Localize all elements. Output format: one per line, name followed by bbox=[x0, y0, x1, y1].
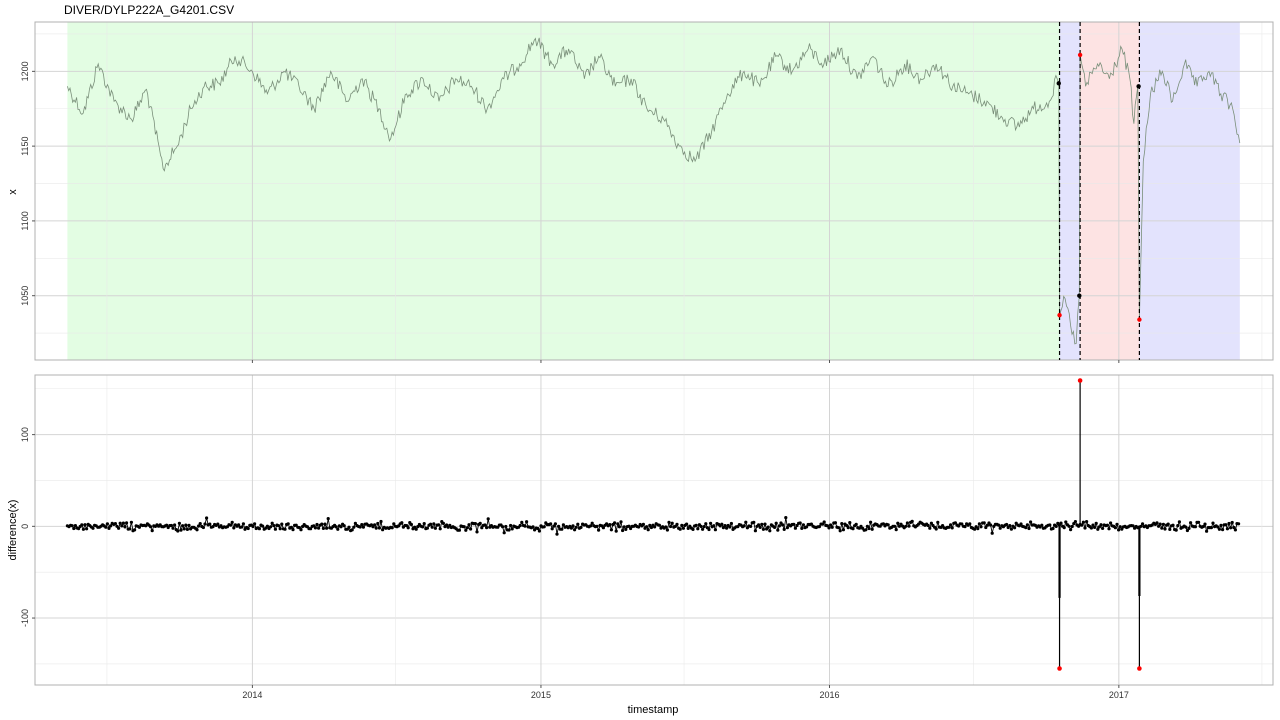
y-tick-label: 1150 bbox=[20, 136, 30, 155]
spike-point-0 bbox=[1057, 666, 1062, 671]
y-tick-label: 0 bbox=[20, 524, 30, 529]
plot-area bbox=[67, 22, 1241, 360]
segment-band-0 bbox=[67, 22, 1060, 360]
difference-line bbox=[67, 517, 1239, 535]
y-tick-label: 1050 bbox=[20, 286, 30, 306]
y-tick-label: -100 bbox=[20, 609, 30, 627]
chart-title: DIVER/DYLP222A_G4201.CSV bbox=[64, 3, 234, 17]
x-tick-label: 2016 bbox=[819, 690, 839, 700]
highlight-point-1 bbox=[1057, 312, 1062, 318]
spike-point-2 bbox=[1137, 666, 1142, 671]
x-tick-label: 2015 bbox=[531, 690, 551, 700]
x-tick-label: 2014 bbox=[242, 690, 262, 700]
highlight-point-5 bbox=[1137, 317, 1142, 322]
highlight-point-2 bbox=[1077, 293, 1082, 298]
segment-band-2 bbox=[1080, 22, 1140, 360]
x-tick-label: 2017 bbox=[1109, 690, 1129, 700]
plot-area bbox=[65, 378, 1241, 671]
spike-point-1 bbox=[1077, 378, 1083, 383]
series-line-0 bbox=[67, 37, 1241, 345]
panel-border bbox=[34, 21, 1274, 361]
y-tick-label: 100 bbox=[20, 427, 30, 442]
highlight-point-3 bbox=[1077, 52, 1083, 58]
top-panel: 1050 1100 1150 1200 bbox=[20, 21, 1274, 363]
gridlines bbox=[35, 22, 1273, 360]
y-tick-label: 1100 bbox=[20, 211, 30, 230]
highlight-point-0 bbox=[1056, 81, 1061, 86]
plot-background bbox=[35, 375, 1273, 685]
x-axis-label: timestamp bbox=[628, 704, 679, 716]
bottom-panel: -100 0 100 2014 2015 2016 2017 bbox=[20, 374, 1274, 700]
bottom-y-axis-label: difference(x) bbox=[7, 500, 19, 561]
y-tick-label: 1200 bbox=[20, 61, 30, 81]
panel-border bbox=[34, 374, 1274, 686]
difference-point bbox=[1237, 522, 1241, 526]
segment-band-3 bbox=[1139, 22, 1240, 360]
segment-band-1 bbox=[1059, 22, 1081, 360]
top-y-axis-label: x bbox=[7, 189, 19, 195]
highlight-point-4 bbox=[1136, 84, 1141, 89]
